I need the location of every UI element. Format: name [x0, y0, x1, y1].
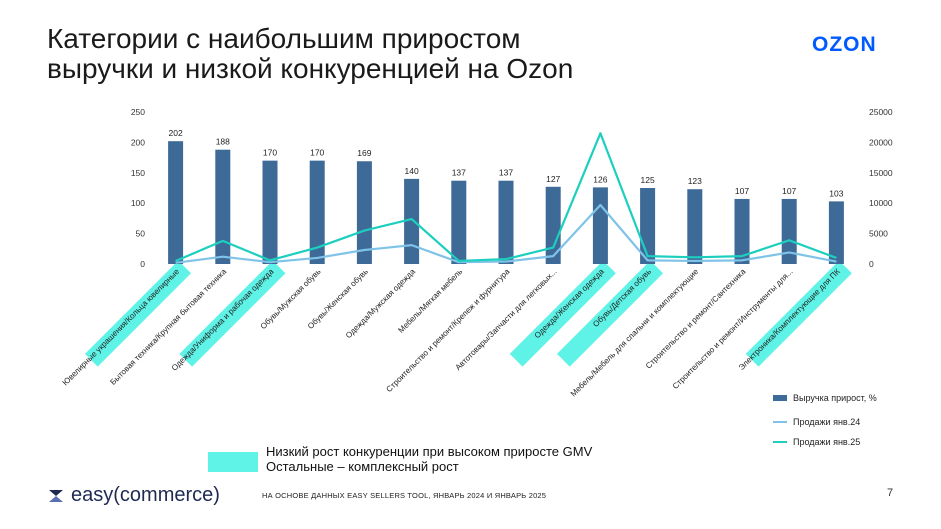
- legend-label: Продажи янв.25: [793, 437, 861, 447]
- ozon-logo: OZON: [812, 33, 877, 56]
- bar: [498, 180, 514, 264]
- data-label: 202: [169, 128, 183, 138]
- right-tick-label: 20000: [869, 137, 893, 147]
- bar: [168, 141, 184, 264]
- category-highlight: [745, 260, 852, 367]
- right-tick-label: 15000: [869, 168, 893, 178]
- legend-item-revenue: Выручка прирост, %: [773, 393, 877, 403]
- right-tick-label: 5000: [869, 229, 888, 239]
- legend-swatch-line: [773, 441, 787, 443]
- category-label: Автотовары/Запчасти для легковых...: [454, 267, 559, 372]
- bar: [309, 160, 325, 264]
- brand-name: easy(commerce): [71, 484, 220, 506]
- category-label: Строительство и ремонт/Сантехника: [644, 267, 748, 371]
- left-tick-label: 50: [136, 229, 146, 239]
- note-line-1: Низкий рост конкуренции при высоком прир…: [266, 444, 593, 459]
- left-tick-label: 150: [131, 168, 145, 178]
- right-tick-label: 25000: [869, 107, 893, 117]
- page-title: Категории с наибольшим приростом выручки…: [47, 24, 687, 84]
- note: Низкий рост конкуренции при высоком прир…: [266, 444, 592, 474]
- bar: [592, 187, 608, 264]
- data-label: 123: [688, 176, 702, 186]
- category-highlight: [179, 260, 286, 367]
- left-tick-label: 250: [131, 107, 145, 117]
- series-line: [175, 132, 837, 263]
- legend-item-sales-24: Продажи янв.24: [773, 417, 860, 427]
- bar: [262, 160, 278, 264]
- bar: [451, 180, 467, 264]
- bar: [215, 149, 231, 264]
- bar: [781, 198, 797, 264]
- bar: [545, 186, 561, 264]
- data-label: 140: [405, 166, 419, 176]
- left-tick-label: 100: [131, 198, 145, 208]
- bar: [687, 189, 703, 264]
- left-tick-label: 200: [131, 137, 145, 147]
- series-line: [175, 203, 837, 264]
- note-swatch: [208, 452, 258, 472]
- data-label: 103: [829, 188, 843, 198]
- category-highlight: [84, 260, 192, 367]
- data-label: 137: [452, 168, 466, 178]
- legend-label: Продажи янв.24: [793, 417, 861, 427]
- page-number: 7: [887, 487, 894, 499]
- legend-label: Выручка прирост, %: [793, 393, 877, 403]
- legend-swatch-bar: [773, 395, 787, 401]
- category-highlight: [556, 260, 664, 367]
- data-label: 137: [499, 168, 513, 178]
- legend-swatch-line: [773, 421, 787, 423]
- title-line-1: Категории с наибольшим приростом: [47, 23, 521, 54]
- data-label: 170: [310, 148, 324, 158]
- right-tick-label: 0: [869, 259, 874, 269]
- left-tick-label: 0: [140, 259, 145, 269]
- data-label: 125: [641, 175, 655, 185]
- note-line-2: Остальные – комплексный рост: [266, 459, 459, 474]
- data-label: 170: [263, 148, 277, 158]
- title-line-2: выручки и низкой конкуренцией на Ozon: [47, 53, 574, 84]
- bar: [734, 198, 750, 264]
- data-label: 169: [357, 148, 371, 158]
- category-label: Одежда/Униформа и рабочая одежда: [170, 267, 276, 373]
- data-label: 126: [593, 174, 607, 184]
- right-tick-label: 10000: [869, 198, 893, 208]
- brand-mark-icon: [49, 489, 63, 502]
- bar: [404, 178, 420, 264]
- source-note: НА ОСНОВЕ ДАННЫХ EASY SELLERS TOOL, ЯНВА…: [262, 491, 547, 500]
- bar: [828, 201, 844, 264]
- category-highlight: [509, 260, 616, 367]
- chart: 202 188 170 170 169 140 137 137 127 126 125 123 107 1…: [61, 107, 893, 398]
- easy-commerce-logo: easy(commerce): [47, 484, 220, 507]
- legend-item-sales-25: Продажи янв.25: [773, 437, 860, 447]
- data-label: 107: [735, 186, 749, 196]
- data-label: 127: [546, 174, 560, 184]
- category-label: Электроника/Комплектующие для ПК: [737, 267, 842, 372]
- data-label: 107: [782, 186, 796, 196]
- data-label: 188: [216, 137, 230, 147]
- bar: [356, 161, 372, 264]
